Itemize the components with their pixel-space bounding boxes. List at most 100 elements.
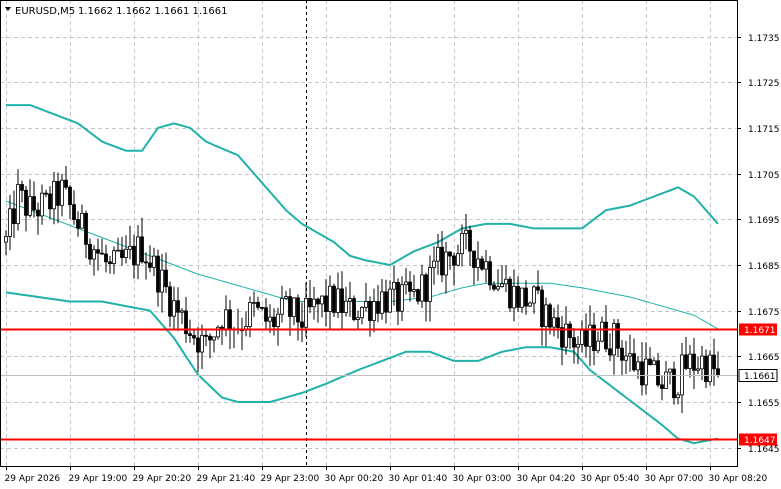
candle <box>76 211 80 237</box>
candle-body <box>528 302 532 307</box>
candle-body <box>280 297 284 315</box>
candle-body <box>204 334 208 337</box>
candle-body <box>456 253 460 266</box>
candle-body <box>460 233 464 255</box>
candle <box>156 249 160 307</box>
candle <box>420 264 424 308</box>
ohlc-values: 1.1662 1.1662 1.1661 1.1661 <box>78 6 228 17</box>
candle <box>112 246 116 275</box>
candle-body <box>420 274 424 302</box>
candle <box>532 285 536 314</box>
candle-body <box>436 246 440 262</box>
candle <box>552 307 556 337</box>
current-price-tag[interactable] <box>738 369 778 382</box>
candle <box>264 298 268 329</box>
candle <box>296 294 300 341</box>
candle-body <box>624 355 628 361</box>
candle <box>180 308 184 324</box>
chart-title: EURUSD,M5 1.1662 1.1662 1.1661 1.1661 <box>5 6 228 17</box>
candle-body <box>616 323 620 349</box>
candle-body <box>156 255 160 293</box>
symbol-timeframe: EURUSD,M5 <box>15 6 75 17</box>
candle-body <box>144 261 148 264</box>
candle-body <box>192 335 196 339</box>
candle-body <box>416 289 420 302</box>
candle <box>324 279 328 327</box>
candle-body <box>168 286 172 317</box>
candle-body <box>632 353 636 371</box>
level-price-tag[interactable] <box>739 323 777 336</box>
candle-body <box>640 361 644 386</box>
candle-body <box>260 306 264 309</box>
candle <box>360 306 364 325</box>
candle <box>304 282 308 337</box>
candle-body <box>328 285 332 312</box>
candle-body <box>164 269 168 288</box>
candle <box>188 319 192 343</box>
candle <box>344 286 348 317</box>
candle-body <box>96 249 100 254</box>
candle-body <box>92 249 96 260</box>
candle-body <box>484 261 488 270</box>
candle-body <box>176 300 180 313</box>
candle-body <box>688 353 692 369</box>
candle <box>436 234 440 275</box>
candle <box>284 291 288 300</box>
candle <box>680 342 684 414</box>
price-axis[interactable]: 1.1671 1.1647 1.1735 1.1725 1.1715 1.1705 1.16… <box>737 34 780 455</box>
candle <box>60 173 64 217</box>
candle <box>588 305 592 367</box>
candle <box>96 238 100 271</box>
candle-body <box>656 360 660 386</box>
candle-body <box>644 358 648 386</box>
candle <box>288 288 292 336</box>
candle-body <box>404 281 408 286</box>
candle <box>380 279 384 320</box>
candle <box>200 324 204 369</box>
candle <box>624 340 628 374</box>
candle <box>644 342 648 395</box>
candle <box>36 202 40 235</box>
candle <box>472 250 476 285</box>
candle-body <box>172 300 176 317</box>
candle <box>460 224 464 267</box>
candle-body <box>188 333 192 336</box>
candle-body <box>572 337 576 348</box>
candle-body <box>452 255 456 266</box>
candle-body <box>136 236 140 266</box>
candle <box>544 297 548 347</box>
candle <box>448 251 452 270</box>
candle <box>88 238 92 265</box>
price-tick-label: 1.1715 <box>748 125 780 135</box>
level-price-tag[interactable] <box>739 433 777 446</box>
candle <box>320 295 324 318</box>
candle <box>308 280 312 314</box>
candle-body <box>516 285 520 308</box>
candle-body <box>336 288 340 313</box>
candle <box>108 255 112 274</box>
candle-body <box>76 219 80 229</box>
candle-body <box>36 209 40 217</box>
candle-body <box>112 250 116 264</box>
candle-body <box>252 301 256 304</box>
candle <box>24 185 28 232</box>
candle <box>328 275 332 330</box>
candle-body <box>524 287 528 307</box>
candle-body <box>224 309 228 330</box>
triangle-down-icon[interactable] <box>5 7 11 11</box>
candle-body <box>184 310 188 335</box>
horizontal-levels[interactable] <box>0 328 737 441</box>
candle <box>664 361 668 389</box>
candle-body <box>116 249 120 252</box>
time-axis[interactable]: 29 Apr 2026 29 Apr 19:00 29 Apr 20:20 29 Ap… <box>5 466 768 484</box>
candle-body <box>544 304 548 328</box>
candle <box>504 265 508 293</box>
candle <box>396 278 400 326</box>
candle <box>56 172 60 224</box>
candle-body <box>320 295 324 305</box>
candle <box>476 241 480 281</box>
candle <box>524 280 528 315</box>
candle-body <box>248 302 252 327</box>
